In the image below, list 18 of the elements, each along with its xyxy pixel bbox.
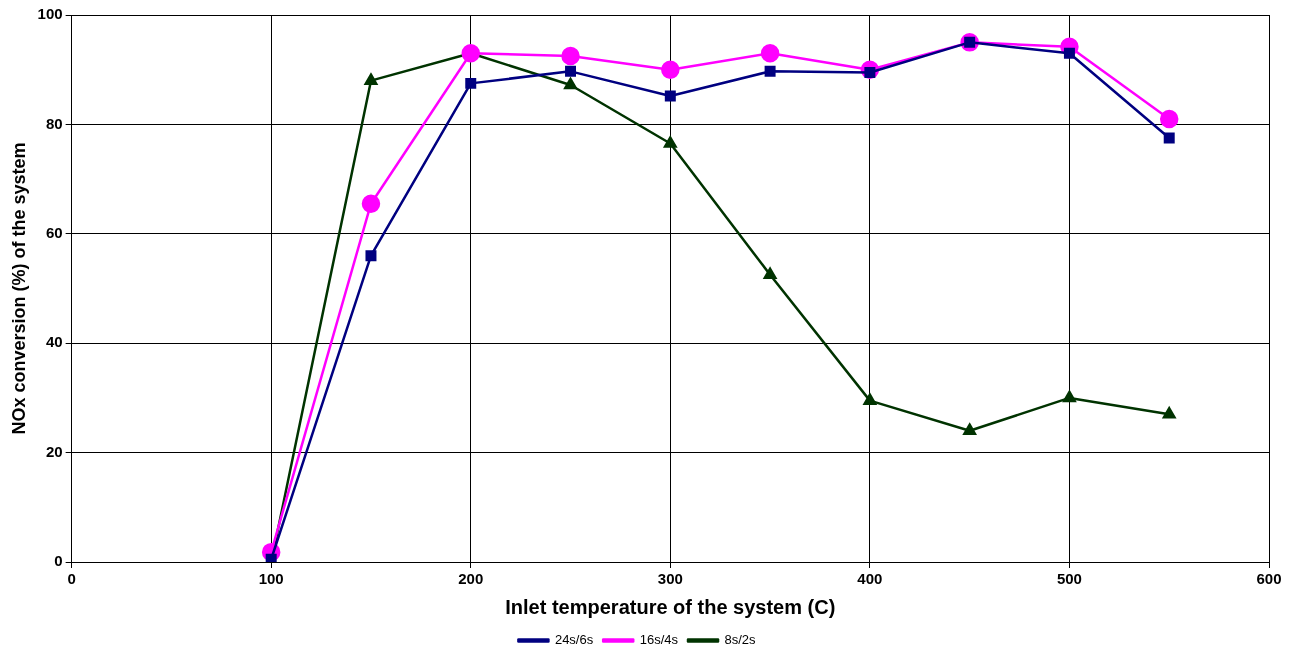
- x-tick-label: 200: [458, 570, 484, 588]
- x-tick-label: 300: [657, 570, 683, 588]
- y-tick-label: 40: [45, 333, 63, 351]
- legend-label: 24s/6s: [554, 632, 594, 648]
- x-tick-label: 100: [258, 570, 284, 588]
- y-axis-title: NOx conversion (%) of the system: [8, 142, 29, 435]
- x-axis-title: Inlet temperature of the system (C): [505, 595, 836, 618]
- x-tick-label: 500: [1056, 570, 1082, 588]
- x-tick-label: 600: [1256, 570, 1282, 588]
- y-tick-label: 80: [45, 114, 63, 132]
- y-tick-label: 100: [37, 5, 63, 23]
- x-tick-label: 400: [857, 570, 883, 588]
- y-tick-label: 20: [45, 442, 63, 460]
- legend-label: 8s/2s: [724, 632, 757, 648]
- y-tick-label: 0: [54, 552, 63, 570]
- legend-label: 16s/4s: [639, 632, 679, 648]
- x-tick-label: 0: [67, 570, 76, 588]
- y-tick-label: 60: [45, 223, 63, 241]
